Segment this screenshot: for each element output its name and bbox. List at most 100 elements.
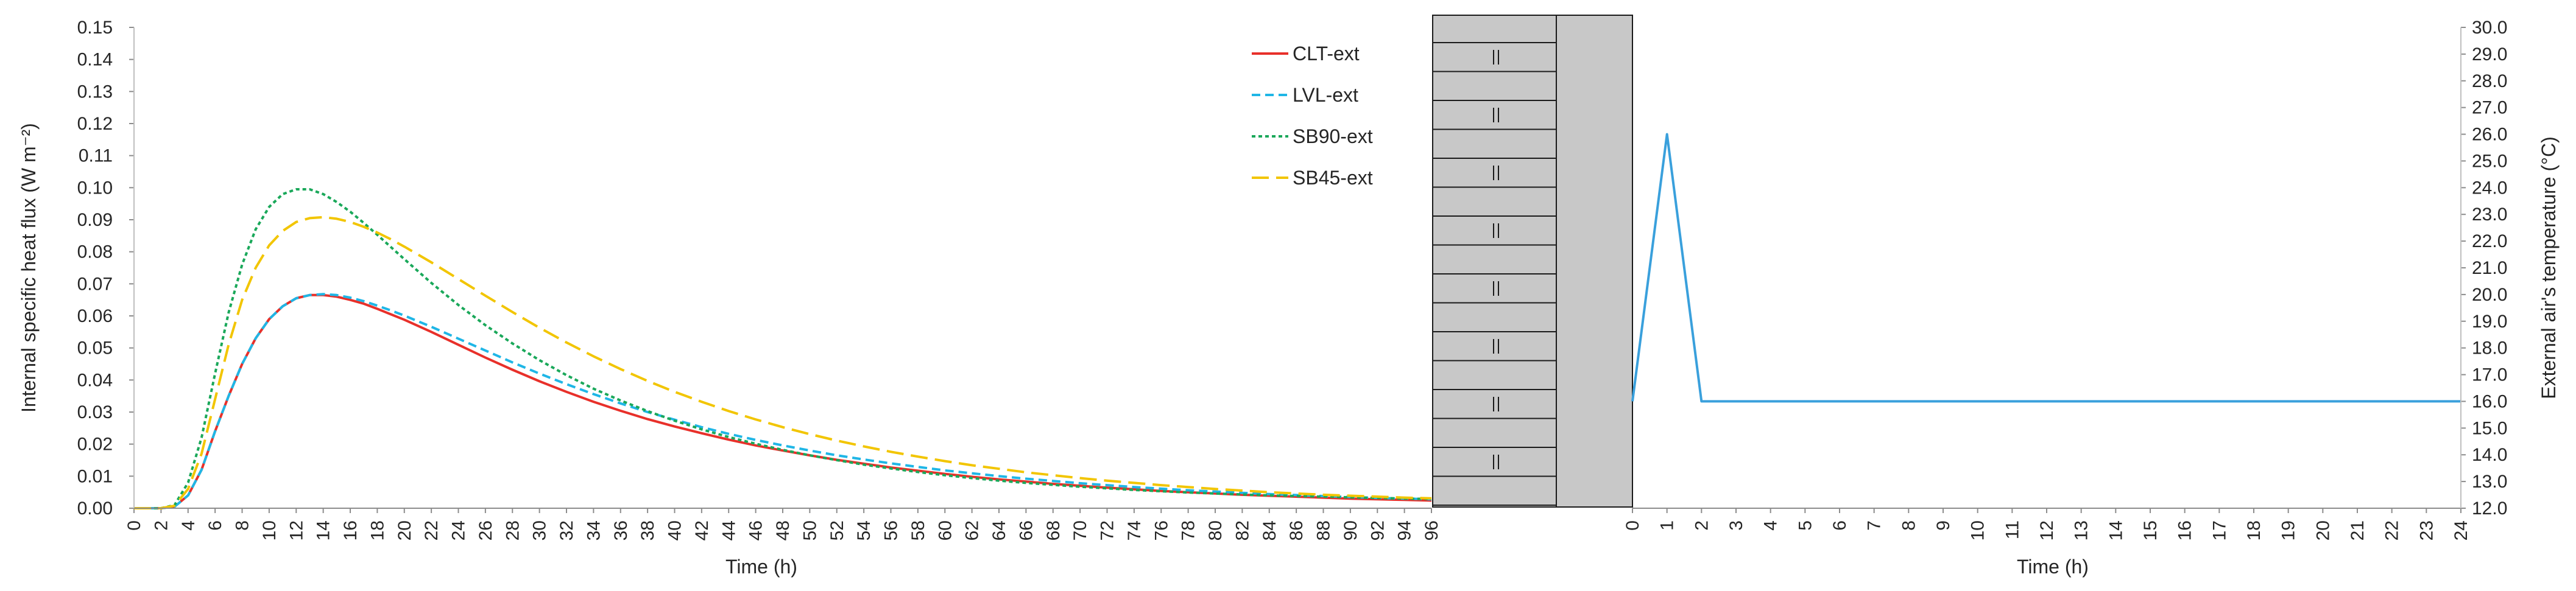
x-tick-label: 19	[2279, 520, 2299, 540]
series-line-lvl-ext	[134, 293, 1432, 509]
y-tick-label: 0.11	[79, 146, 113, 166]
y-tick-label: 0.02	[77, 435, 113, 455]
x-tick-label: 14	[314, 520, 334, 540]
x-tick-label: 17	[2209, 520, 2229, 540]
legend-label: SB90-ext	[1293, 125, 1373, 147]
x-tick-label: 92	[1367, 520, 1388, 540]
y-tick-label: 0.06	[77, 306, 113, 326]
y-tick-label: 0.03	[77, 402, 113, 422]
x-tick-label: 24	[449, 520, 469, 540]
x-tick-label: 94	[1395, 520, 1415, 540]
y-tick-label: 29.0	[2472, 44, 2507, 65]
y-tick-label: 0.12	[77, 114, 113, 134]
legend: CLT-ext LVL-ext SB90-ext SB45-ext	[1252, 43, 1373, 189]
left-x-tick-labels: 0 2 4 6 8 10 12 14 16 18 20 22 24 26 28 30 32 34 36 38 40 42 4…	[124, 508, 1442, 540]
y-tick-label: 0.01	[77, 466, 113, 486]
x-tick-label: 82	[1232, 520, 1252, 540]
y-tick-label: 25.0	[2472, 151, 2507, 171]
x-tick-label: 50	[800, 520, 820, 540]
temperature-line	[1631, 133, 2461, 403]
x-tick-label: 16	[341, 520, 361, 540]
right-x-tick-labels: 0 1 2 3 4 5 6 7 8 9 10 11 12 13 14 15 16 17 18 19 20 21 22 23 24	[1623, 508, 2471, 540]
x-tick-label: 10	[1968, 520, 1988, 540]
wall-layer-lines	[1433, 42, 1556, 506]
x-tick-label: 15	[2140, 520, 2161, 540]
wall-outer-layer	[1432, 15, 1557, 508]
y-tick-label: 0.14	[77, 50, 113, 70]
x-tick-label: 78	[1179, 520, 1199, 540]
y-tick-label: 21.0	[2472, 258, 2507, 278]
x-tick-label: 52	[827, 520, 847, 540]
y-tick-label: 0.05	[77, 338, 113, 358]
x-tick-label: 62	[962, 520, 983, 540]
x-tick-label: 8	[1899, 520, 1919, 531]
legend-label: CLT-ext	[1293, 43, 1360, 65]
x-tick-label: 20	[395, 520, 415, 540]
x-tick-label: 4	[1761, 520, 1781, 531]
y-tick-label: 26.0	[2472, 125, 2507, 145]
x-tick-label: 60	[935, 520, 955, 540]
y-tick-label: 30.0	[2472, 18, 2507, 38]
y-tick-label: 14.0	[2472, 445, 2507, 465]
x-tick-label: 13	[2072, 520, 2092, 540]
y-tick-label: 18.0	[2472, 338, 2507, 358]
temperature-series	[1631, 133, 2461, 403]
x-tick-label: 2	[151, 520, 171, 531]
x-tick-label: 12	[286, 520, 306, 540]
y-tick-label: 0.09	[77, 210, 113, 230]
temperature-chart: 12.0 13.0 14.0 15.0 16.0 17.0 18.0 19.0 20.0 21.0…	[1623, 18, 2560, 578]
x-tick-label: 36	[611, 520, 631, 540]
x-tick-label: 64	[989, 520, 1009, 540]
x-tick-label: 21	[2348, 520, 2368, 540]
y-tick-label: 0.10	[77, 178, 113, 198]
x-tick-label: 84	[1260, 520, 1280, 540]
x-tick-label: 0	[124, 520, 144, 531]
x-tick-label: 74	[1124, 520, 1145, 540]
y-tick-label: 17.0	[2472, 365, 2507, 385]
y-tick-label: 22.0	[2472, 231, 2507, 251]
x-tick-label: 34	[584, 520, 604, 540]
legend-label: SB45-ext	[1293, 167, 1373, 189]
x-tick-label: 44	[719, 520, 739, 540]
y-tick-label: 20.0	[2472, 285, 2507, 305]
x-tick-label: 9	[1933, 520, 1953, 531]
x-tick-label: 32	[557, 520, 577, 540]
legend-label: LVL-ext	[1293, 84, 1358, 106]
x-tick-label: 80	[1205, 520, 1226, 540]
x-tick-label: 66	[1016, 520, 1036, 540]
y-tick-label: 0.04	[77, 370, 113, 390]
series-line-clt-ext	[134, 293, 1432, 509]
y-tick-label: 0.13	[77, 82, 113, 102]
heat-flux-series	[134, 188, 1432, 509]
x-tick-label: 26	[476, 520, 496, 540]
x-tick-label: 96	[1422, 520, 1442, 540]
x-tick-label: 16	[2175, 520, 2195, 540]
x-tick-label: 14	[2106, 520, 2126, 540]
x-tick-label: 22	[2382, 520, 2402, 540]
x-tick-label: 2	[1692, 520, 1712, 531]
left-y-axis-title: Internal specific heat flux (W m⁻²)	[18, 123, 40, 413]
x-tick-label: 10	[259, 520, 280, 540]
right-x-axis-title: Time (h)	[2017, 556, 2089, 578]
x-tick-label: 1	[1657, 520, 1678, 531]
x-tick-label: 40	[665, 520, 685, 540]
x-tick-label: 90	[1341, 520, 1361, 540]
y-tick-label: 28.0	[2472, 71, 2507, 91]
left-x-axis-title: Time (h)	[725, 556, 797, 578]
heat-flux-chart: 0.00 0.01 0.02 0.03 0.04 0.05 0.06 0.07 0.08 0.09…	[18, 18, 1442, 578]
x-tick-label: 58	[908, 520, 928, 540]
x-tick-label: 88	[1314, 520, 1334, 540]
y-tick-label: 19.0	[2472, 312, 2507, 332]
x-tick-label: 42	[692, 520, 712, 540]
x-tick-label: 8	[233, 520, 253, 531]
right-y-tick-labels: 12.0 13.0 14.0 15.0 16.0 17.0 18.0 19.0 20.0 21.0…	[2461, 18, 2507, 519]
y-tick-label: 24.0	[2472, 178, 2507, 198]
y-tick-label: 13.0	[2472, 472, 2507, 492]
x-tick-label: 23	[2416, 520, 2437, 540]
x-tick-label: 0	[1623, 520, 1643, 531]
right-y-axis-title: External air's temperature (°C)	[2538, 136, 2560, 399]
y-tick-label: 15.0	[2472, 418, 2507, 438]
x-tick-label: 4	[178, 520, 199, 531]
x-tick-label: 3	[1726, 520, 1746, 531]
